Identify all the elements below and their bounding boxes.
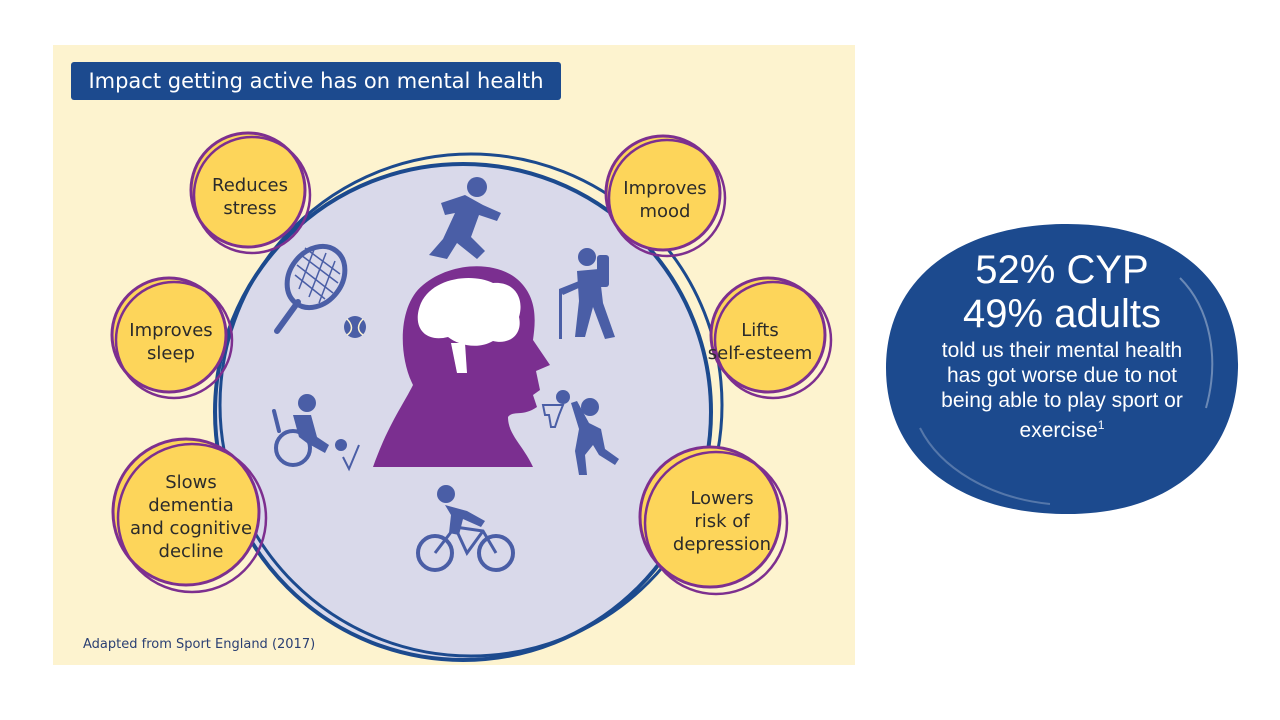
bubble-improves-sleep bbox=[110, 276, 234, 400]
bubble-lifts-self-esteem bbox=[709, 276, 833, 400]
stat-body: told us their mental health has got wors… bbox=[941, 339, 1183, 442]
benefit-line: sleep bbox=[147, 343, 195, 364]
benefit-line: dementia bbox=[148, 495, 234, 516]
benefit-line: risk of bbox=[694, 510, 750, 532]
benefit-label-improves-mood: Improves mood bbox=[600, 152, 730, 248]
source-caption: Adapted from Sport England (2017) bbox=[83, 637, 316, 652]
stat-text: 52% CYP 49% adults told us their mental … bbox=[930, 248, 1194, 443]
benefit-label-slows-dementia: Slows dementia and cognitive decline bbox=[121, 465, 261, 569]
infographic-title: Impact getting active has on mental heal… bbox=[71, 62, 561, 100]
benefit-line: Lifts bbox=[741, 320, 779, 341]
benefit-label-improves-sleep: Improves sleep bbox=[106, 294, 236, 390]
stat-description: told us their mental health has got wors… bbox=[930, 338, 1194, 443]
benefit-line: and cognitive bbox=[129, 518, 253, 539]
benefit-line: Improves bbox=[623, 178, 707, 199]
stat-blob bbox=[886, 223, 1239, 515]
tennis-ball-icon bbox=[344, 316, 366, 338]
bubble-improves-mood bbox=[604, 134, 727, 258]
benefit-line: stress bbox=[223, 198, 277, 219]
stat-callout: 52% CYP 49% adults told us their mental … bbox=[880, 218, 1244, 520]
bubble-slows-dementia bbox=[111, 437, 268, 594]
benefit-line: Slows bbox=[165, 472, 217, 493]
benefit-label-lowers-depression: Lowers risk of depression bbox=[647, 481, 797, 561]
wheelchair-athlete-icon bbox=[272, 394, 360, 472]
stat-footnote: 1 bbox=[1097, 418, 1105, 432]
benefits-diagram bbox=[110, 131, 833, 662]
stat-cyp: 52% CYP bbox=[975, 248, 1149, 292]
basketball-player-icon bbox=[541, 390, 619, 475]
benefit-line: Lowers bbox=[690, 487, 754, 509]
bubble-lowers-depression bbox=[638, 445, 789, 596]
infographic-panel: Impact getting active has on mental heal… bbox=[53, 45, 855, 665]
benefit-line: decline bbox=[158, 541, 224, 562]
stat-adults: 49% adults bbox=[963, 292, 1161, 336]
benefit-line: Reduces bbox=[212, 175, 288, 196]
benefit-label-reduces-stress: Reduces stress bbox=[185, 149, 315, 245]
tennis-racket-icon bbox=[274, 243, 348, 334]
hiker-icon bbox=[559, 248, 615, 339]
benefit-line: depression bbox=[672, 533, 772, 555]
head-brain-icon bbox=[373, 266, 550, 467]
benefit-line: self-esteem bbox=[707, 343, 813, 364]
benefit-line: mood bbox=[639, 201, 691, 222]
benefit-line: Improves bbox=[129, 320, 213, 341]
benefit-label-lifts-self-esteem: Lifts self-esteem bbox=[695, 294, 825, 390]
running-person-icon bbox=[429, 177, 501, 259]
cyclist-icon bbox=[416, 485, 515, 572]
bubble-reduces-stress bbox=[189, 131, 312, 255]
